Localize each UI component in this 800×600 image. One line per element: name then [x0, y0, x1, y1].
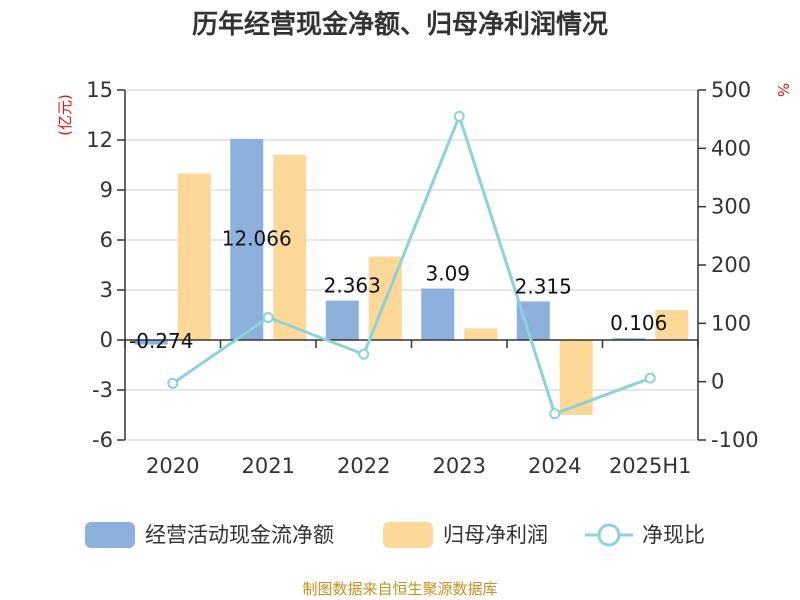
data-label-cashflow: -0.274 — [129, 329, 193, 353]
ratio-point — [167, 377, 179, 389]
x-tick-label: 2025H1 — [609, 454, 692, 478]
left-tick-label: 3 — [100, 278, 113, 302]
axis-lines — [124, 90, 699, 440]
legend-label-ratio: 净现比 — [642, 523, 705, 547]
ratio-line-series — [167, 110, 656, 420]
x-tick-label: 2022 — [337, 454, 390, 478]
bar-cashflow — [325, 300, 359, 340]
bar-cashflow — [230, 138, 264, 340]
data-label-cashflow: 0.106 — [610, 311, 667, 335]
data-label-cashflow: 3.09 — [425, 262, 470, 286]
left-tick-label: 0 — [100, 328, 113, 352]
left-tick-label: 12 — [86, 128, 113, 152]
legend-label-cashflow: 经营活动现金流净额 — [145, 523, 334, 547]
ratio-line — [171, 111, 651, 416]
bar-net-profit — [273, 155, 307, 340]
x-tick-label: 2020 — [146, 454, 199, 478]
ratio-point — [549, 408, 561, 420]
grid-lines — [125, 89, 698, 441]
x-axis: 2020 2021 2022 2023 2024 2025H1 — [146, 454, 692, 478]
legend-swatch-ratio-marker — [597, 523, 621, 547]
bar-cashflow — [421, 288, 455, 340]
x-tick-label: 2021 — [242, 454, 295, 478]
bar-cashflow — [612, 338, 646, 340]
right-tick-label: 100 — [711, 311, 751, 335]
legend: 经营活动现金流净额 归母净利润 净现比 — [85, 522, 705, 548]
right-tick-label: -100 — [711, 428, 759, 452]
right-tick-label: 500 — [711, 78, 751, 102]
chart-title: 历年经营现金净额、归母净利润情况 — [192, 9, 608, 40]
left-tick-label: -3 — [92, 378, 113, 402]
right-tick-label: 400 — [711, 136, 751, 160]
legend-swatch-net-profit — [383, 522, 433, 548]
bar-series — [134, 138, 689, 415]
left-tick-label: 15 — [86, 78, 113, 102]
left-axis: -6 -3 0 3 6 9 12 15 — [86, 78, 125, 452]
bar-net-profit — [655, 310, 689, 340]
legend-swatch-cashflow — [85, 522, 135, 548]
right-tick-label: 300 — [711, 195, 751, 219]
left-tick-label: -6 — [92, 428, 113, 452]
x-tick-label: 2023 — [433, 454, 486, 478]
left-tick-label: 9 — [100, 178, 113, 202]
ratio-point — [358, 348, 370, 360]
data-label-cashflow: 12.066 — [222, 226, 292, 250]
data-label-cashflow: 2.315 — [515, 274, 572, 298]
data-label-cashflow: 2.363 — [324, 274, 381, 298]
x-tick-label: 2024 — [528, 454, 581, 478]
ratio-point — [262, 312, 274, 323]
left-tick-label: 6 — [100, 228, 113, 252]
bar-cashflow — [134, 340, 168, 345]
ratio-point — [453, 110, 465, 122]
right-axis: -100 0 100 200 300 400 500 — [698, 78, 759, 452]
right-axis-unit: % — [774, 83, 792, 97]
left-axis-unit: (亿元) — [56, 94, 74, 136]
data-labels: -0.274 12.066 2.363 3.09 2.315 0.106 — [129, 226, 667, 353]
right-tick-label: 200 — [711, 253, 751, 277]
legend-label-net-profit: 归母净利润 — [443, 523, 548, 547]
bar-net-profit — [177, 173, 211, 340]
source-note: 制图数据来自恒生聚源数据库 — [302, 580, 497, 598]
bar-net-profit — [559, 340, 593, 415]
bar-net-profit — [464, 328, 498, 340]
right-tick-label: 0 — [711, 370, 724, 394]
ratio-point — [644, 372, 656, 384]
